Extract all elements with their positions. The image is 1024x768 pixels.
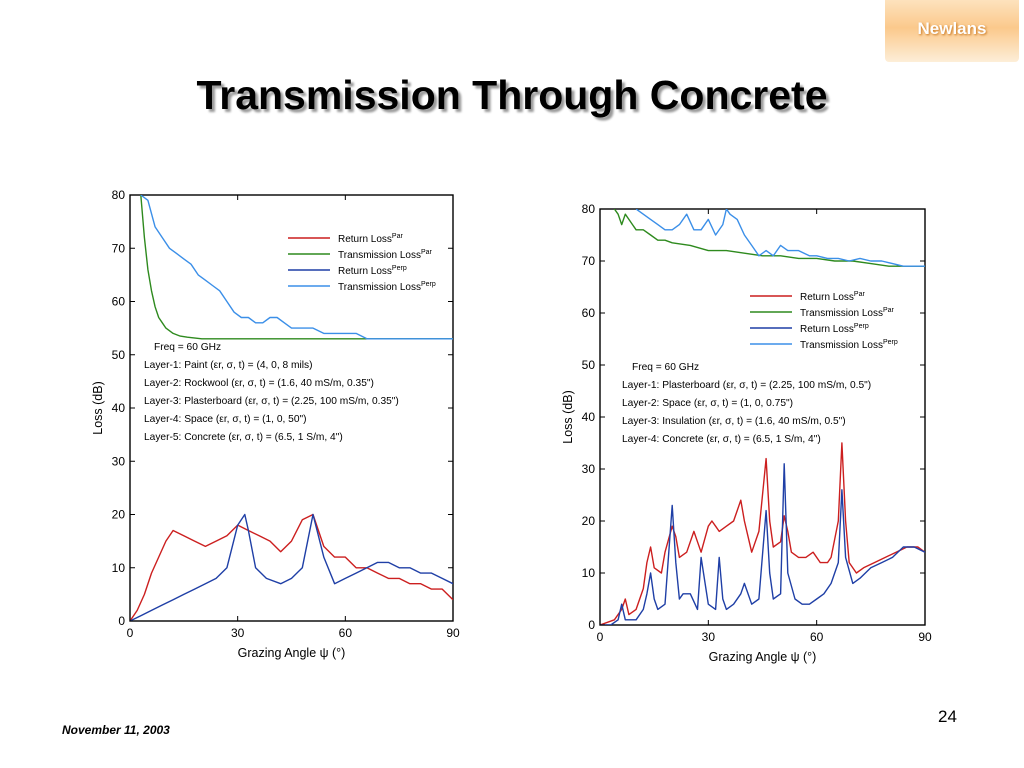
- annotation-line: Layer-1: Plasterboard (εr, σ, t) = (2.25…: [622, 380, 871, 391]
- x-tick-label: 0: [127, 626, 134, 640]
- series-line-2: [140, 195, 453, 340]
- y-tick-label: 10: [582, 566, 596, 580]
- newlans-logo: Newlans: [885, 0, 1019, 62]
- x-tick-label: 0: [597, 630, 604, 644]
- x-tick-label: 90: [446, 626, 460, 640]
- y-tick-label: 20: [112, 508, 126, 522]
- series-line-3: [600, 463, 925, 625]
- x-axis-label: Grazing Angle ψ (°): [238, 646, 346, 660]
- y-tick-label: 10: [112, 561, 126, 575]
- chart-left: 0 10 20 30 40 50 60 70 80 0 30 60 90 Grazing Angle ψ …: [91, 188, 460, 660]
- legend-entry: Return LossPerp: [338, 265, 407, 277]
- series-line-3: [130, 513, 453, 621]
- annotation-line: Layer-4: Space (εr, σ, t) = (1, 0, 50"): [144, 414, 307, 425]
- y-tick-label: 30: [112, 454, 126, 468]
- x-tick-label: 60: [339, 626, 353, 640]
- slide-title: Transmission Through Concrete: [196, 72, 828, 118]
- x-tick-label: 30: [702, 630, 716, 644]
- y-tick-label: 60: [112, 295, 126, 309]
- y-tick-label: 80: [112, 188, 126, 202]
- legend-entry: Return LossPar: [800, 291, 865, 303]
- x-axis-label: Grazing Angle ψ (°): [709, 650, 817, 664]
- plot-frame: [129, 194, 454, 622]
- chart-right: 0 10 20 30 40 50 60 70 80 0 30 60 90 Grazing Angle ψ …: [561, 202, 932, 664]
- series-line-1: [600, 442, 925, 625]
- x-tick-label: 90: [918, 630, 932, 644]
- y-tick-label: 40: [112, 401, 126, 415]
- y-axis-label: Loss (dB): [91, 381, 105, 435]
- legend-entry: Transmission LossPerp: [338, 281, 436, 293]
- series-line-4: [635, 209, 925, 267]
- y-tick-label: 60: [582, 306, 596, 320]
- y-axis-label: Loss (dB): [561, 390, 575, 444]
- series-line-1: [130, 513, 453, 621]
- annotation-line: Freq = 60 GHz: [154, 342, 221, 353]
- annotation-line: Layer-2: Rockwool (εr, σ, t) = (1.6, 40 …: [144, 378, 374, 389]
- y-tick-label: 0: [588, 618, 595, 632]
- x-tick-label: 30: [231, 626, 245, 640]
- y-tick-label: 70: [582, 254, 596, 268]
- page-number: 24: [938, 707, 957, 726]
- legend-entry: Transmission LossPar: [338, 249, 433, 261]
- x-tick-label: 60: [810, 630, 824, 644]
- y-tick-label: 0: [118, 614, 125, 628]
- y-tick-label: 70: [112, 241, 126, 255]
- y-tick-label: 80: [582, 202, 596, 216]
- annotation-line: Layer-3: Plasterboard (εr, σ, t) = (2.25…: [144, 396, 399, 407]
- annotation-line: Layer-4: Concrete (εr, σ, t) = (6.5, 1 S…: [622, 434, 821, 445]
- annotation-line: Layer-5: Concrete (εr, σ, t) = (6.5, 1 S…: [144, 432, 343, 443]
- annotation-line: Layer-1: Paint (εr, σ, t) = (4, 0, 8 mil…: [144, 360, 313, 371]
- annotation-line: Layer-3: Insulation (εr, σ, t) = (1.6, 4…: [622, 416, 846, 427]
- legend-entry: Transmission LossPar: [800, 307, 895, 319]
- y-tick-label: 30: [582, 462, 596, 476]
- legend-entry: Return LossPerp: [800, 323, 869, 335]
- annotation-line: Layer-2: Space (εr, σ, t) = (1, 0, 0.75"…: [622, 398, 793, 409]
- series-line-4: [140, 195, 453, 340]
- series-group: [600, 209, 925, 625]
- annotation-line: Freq = 60 GHz: [632, 362, 699, 373]
- y-tick-label: 50: [112, 348, 126, 362]
- y-tick-label: 50: [582, 358, 596, 372]
- y-tick-label: 20: [582, 514, 596, 528]
- footer-date: November 11, 2003: [62, 723, 170, 737]
- legend-entry: Transmission LossPerp: [800, 339, 898, 351]
- legend-entry: Return LossPar: [338, 233, 403, 245]
- y-tick-label: 40: [582, 410, 596, 424]
- logo-text: Newlans: [917, 19, 987, 38]
- series-group: [130, 195, 453, 621]
